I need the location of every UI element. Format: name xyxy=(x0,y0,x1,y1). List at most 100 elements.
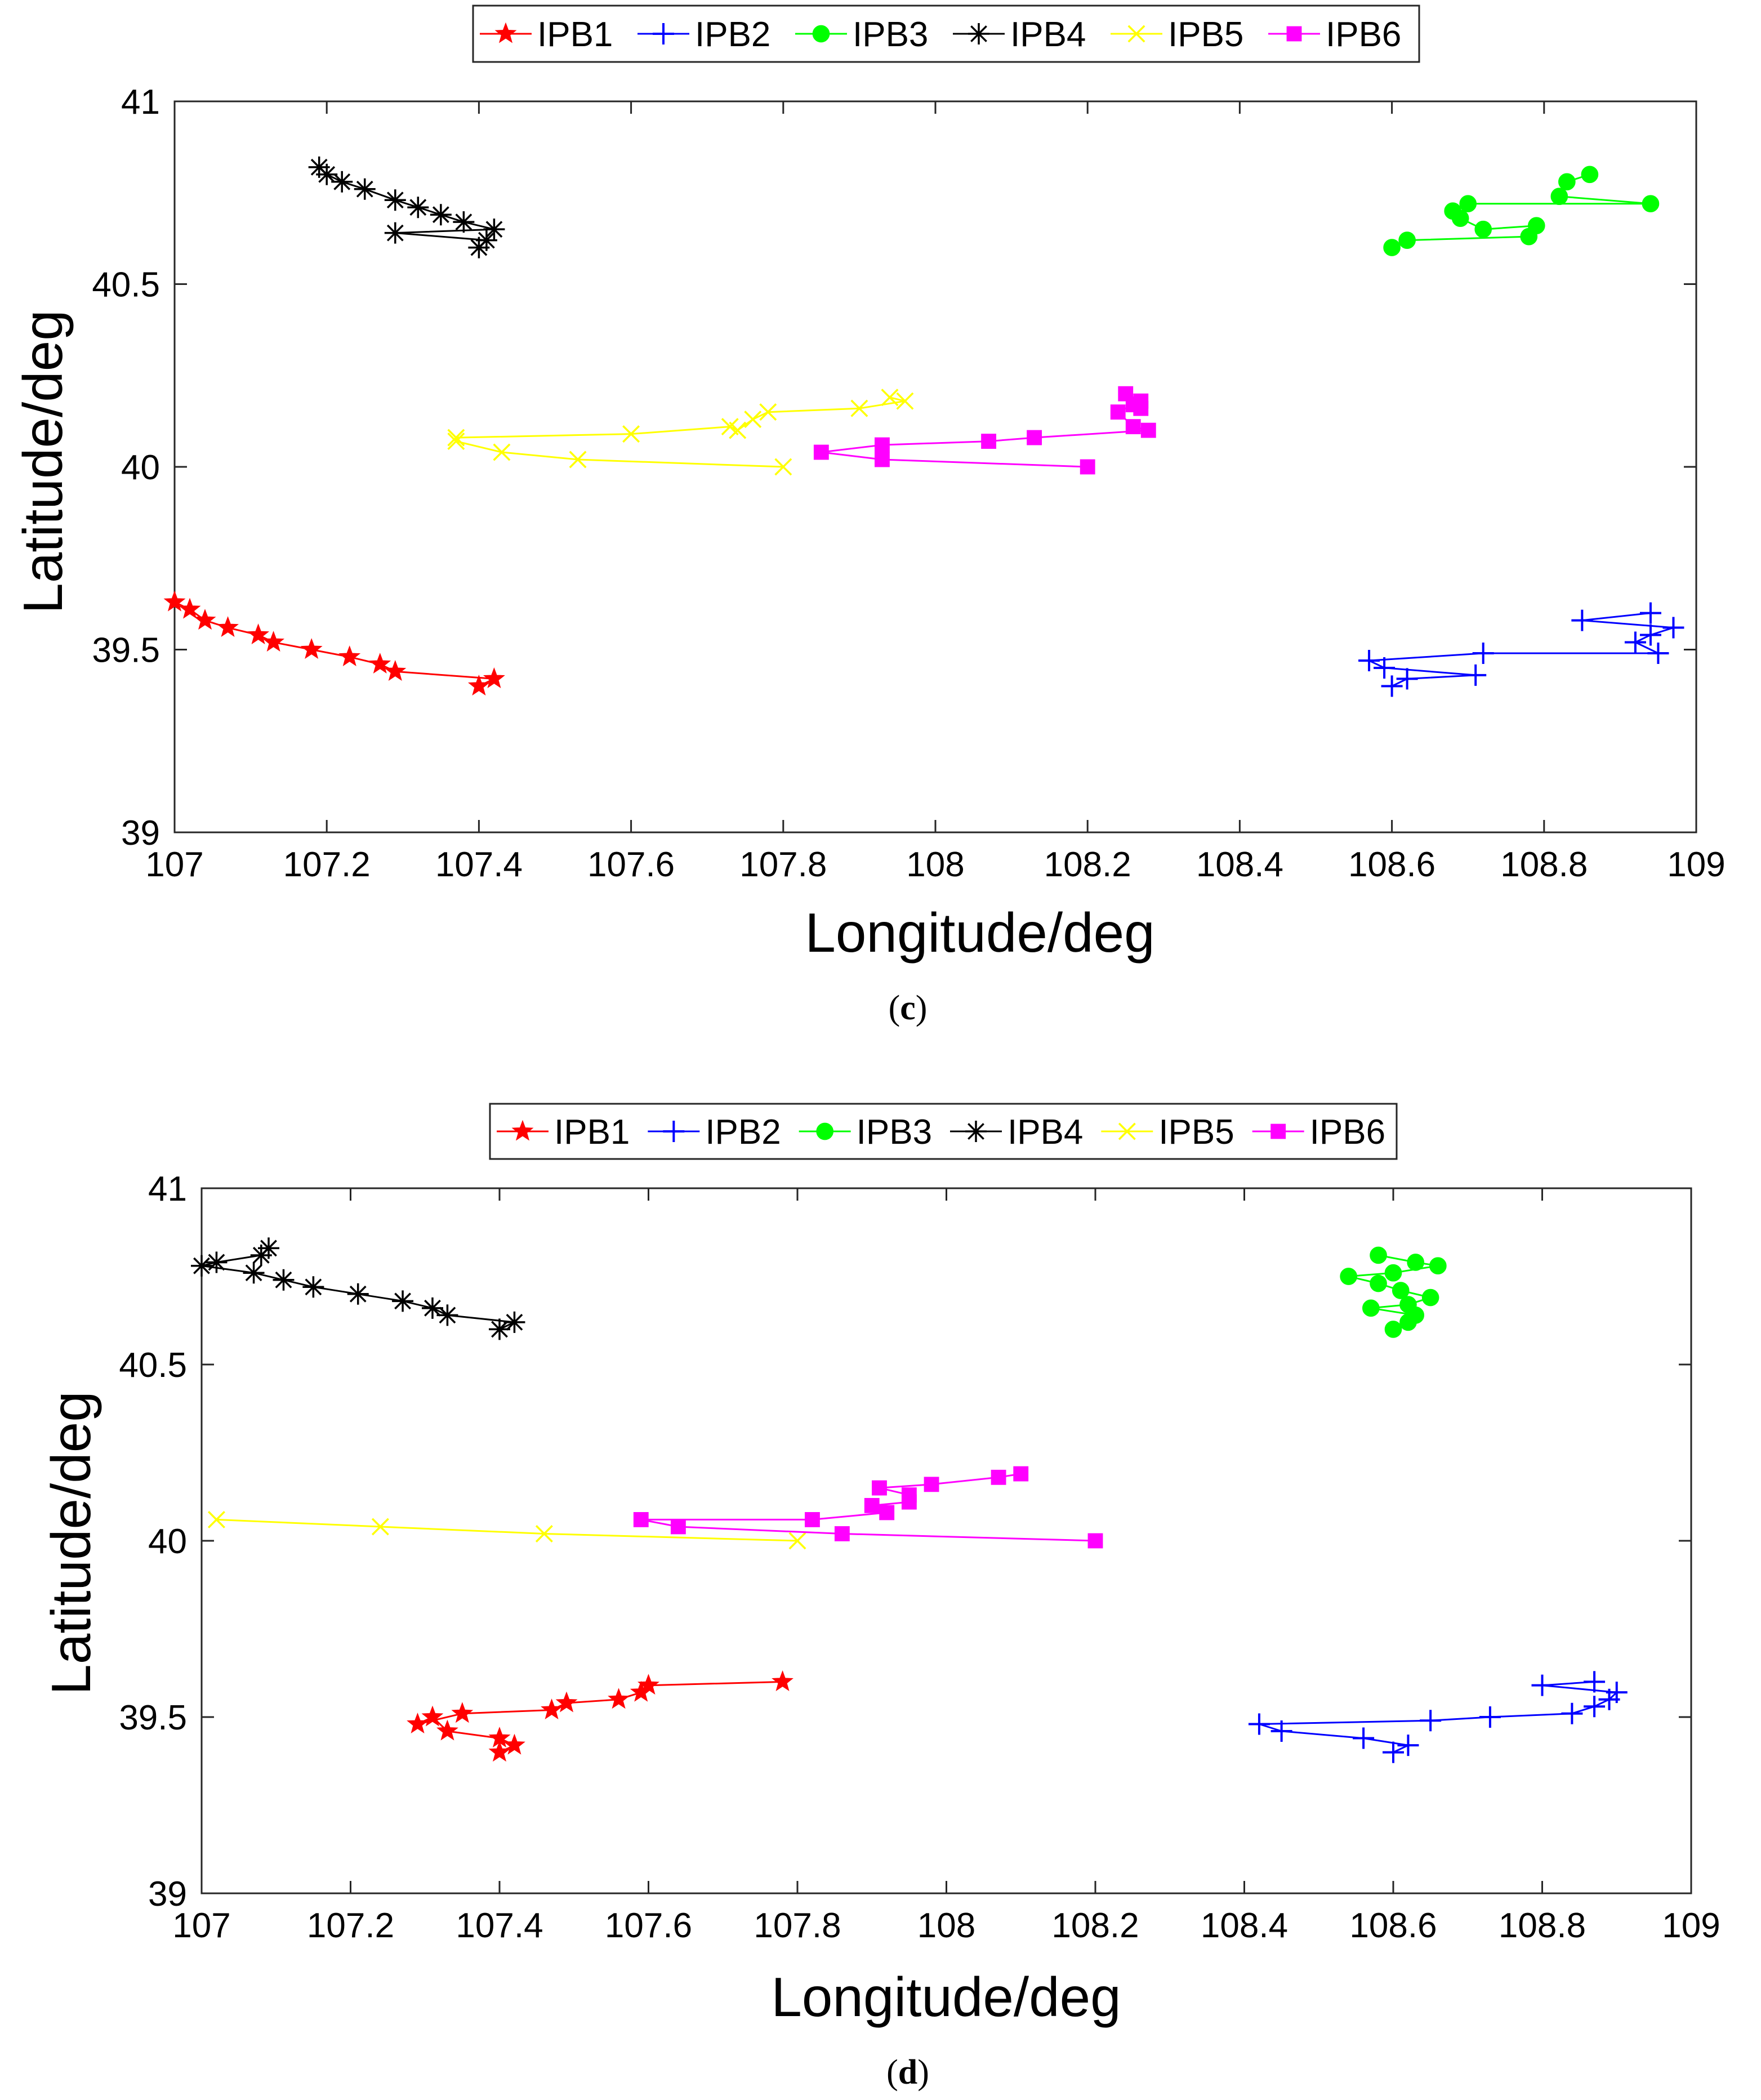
data-point-ipb5 xyxy=(729,421,747,439)
data-point-ipb2 xyxy=(1561,1702,1583,1724)
data-point-ipb4 xyxy=(430,204,452,226)
data-point-ipb2 xyxy=(1647,642,1669,664)
data-point-ipb5 xyxy=(207,1510,225,1528)
data-point-ipb1 xyxy=(407,1713,429,1734)
panel-d: IPB1 IPB2 IPB3 IPB4 IPB5 IPB6 107 107.2 107.4 10… xyxy=(40,1103,1720,2092)
data-point-ipb1 xyxy=(488,1741,511,1762)
data-point-ipb5 xyxy=(744,411,762,429)
data-point-ipb2 xyxy=(1531,1674,1553,1696)
data-point-ipb4 xyxy=(354,178,376,200)
data-point-ipb3 xyxy=(1392,1282,1410,1299)
data-point-ipb3 xyxy=(1384,1264,1402,1282)
data-point-ipb6 xyxy=(875,437,890,453)
x-tick-label: 108.8 xyxy=(1499,1906,1586,1945)
data-point-ipb6 xyxy=(1125,419,1141,435)
legend-label-ipb2: IPB2 xyxy=(705,1113,781,1152)
data-point-ipb1 xyxy=(179,598,201,619)
data-point-ipb6 xyxy=(1118,386,1134,402)
x-axis-label-c: Longitude/deg xyxy=(805,902,1154,964)
legend-label-ipb5: IPB5 xyxy=(1158,1113,1234,1152)
legend-d: IPB1 IPB2 IPB3 IPB4 IPB5 IPB6 xyxy=(489,1103,1398,1160)
data-point-ipb4 xyxy=(258,1237,280,1259)
series-ipb2 xyxy=(1248,1671,1628,1763)
x-tick-label: 108.8 xyxy=(1500,845,1588,884)
y-tick-label: 39.5 xyxy=(92,631,160,670)
data-point-ipb1 xyxy=(384,659,407,681)
data-point-ipb3 xyxy=(1407,1254,1424,1271)
legend-marker-ipb2 xyxy=(663,1121,685,1142)
data-point-ipb5 xyxy=(850,399,868,417)
y-tick-label: 39 xyxy=(148,1875,187,1914)
data-point-ipb5 xyxy=(569,451,587,469)
data-point-ipb3 xyxy=(1459,195,1477,213)
data-point-ipb4 xyxy=(191,1255,212,1277)
data-point-ipb6 xyxy=(991,1469,1006,1485)
legend-label-ipb6: IPB6 xyxy=(1326,15,1401,54)
data-point-ipb4 xyxy=(331,171,353,193)
data-point-ipb4 xyxy=(407,197,429,219)
legend-marker-ipb5 xyxy=(1127,25,1145,43)
legend-entry-ipb5: IPB5 xyxy=(1101,1113,1234,1152)
data-point-ipb1 xyxy=(300,638,323,659)
data-point-ipb2 xyxy=(1584,1696,1606,1718)
data-point-ipb2 xyxy=(1420,1710,1442,1732)
data-point-ipb5 xyxy=(371,1518,389,1536)
data-point-ipb3 xyxy=(1362,1299,1380,1317)
data-point-ipb3 xyxy=(1421,1288,1439,1307)
data-point-ipb1 xyxy=(247,623,270,645)
data-point-ipb2 xyxy=(1639,624,1661,646)
y-tick-label: 41 xyxy=(121,83,160,122)
x-tick-label: 108.2 xyxy=(1044,845,1131,884)
data-point-ipb3 xyxy=(1429,1257,1447,1275)
legend-entry-ipb2: IPB2 xyxy=(648,1113,781,1152)
x-tick-label: 107.8 xyxy=(739,845,827,884)
x-tick-label: 107 xyxy=(172,1906,230,1945)
legend-marker-ipb6 xyxy=(1270,1123,1286,1139)
data-point-ipb2 xyxy=(1383,1741,1404,1763)
legend-entry-ipb1: IPB1 xyxy=(480,15,613,54)
data-point-ipb3 xyxy=(1383,239,1401,256)
legend-entry-ipb3: IPB3 xyxy=(795,15,928,54)
data-point-ipb2 xyxy=(1571,609,1593,631)
data-point-ipb6 xyxy=(1110,404,1126,420)
series-ipb3 xyxy=(1383,166,1660,256)
x-tick-label: 108.6 xyxy=(1349,1906,1437,1945)
x-tick-label: 107.4 xyxy=(435,845,523,884)
data-point-ipb4 xyxy=(489,1318,510,1340)
data-point-ipb5 xyxy=(788,1532,806,1550)
data-point-ipb2 xyxy=(1624,631,1646,653)
y-tick-label: 39.5 xyxy=(119,1698,187,1737)
legend-label-ipb5: IPB5 xyxy=(1168,15,1243,54)
data-point-ipb6 xyxy=(1027,430,1042,445)
data-point-ipb1 xyxy=(436,1719,458,1741)
data-point-ipb1 xyxy=(163,590,186,612)
legend-marker-ipb6 xyxy=(1286,26,1302,42)
data-point-ipb5 xyxy=(896,392,914,410)
data-point-ipb5 xyxy=(493,443,511,461)
data-point-ipb1 xyxy=(637,1674,659,1695)
y-tick-label: 40.5 xyxy=(119,1346,187,1385)
data-point-ipb3 xyxy=(1474,220,1492,238)
series-ipb1 xyxy=(407,1670,793,1762)
series-ipb3 xyxy=(1340,1246,1447,1338)
legend-box xyxy=(489,1103,1398,1160)
x-axis-label-d: Longitude/deg xyxy=(771,1966,1121,2028)
data-point-ipb4 xyxy=(475,229,497,251)
data-point-ipb3 xyxy=(1558,173,1576,191)
data-point-ipb3 xyxy=(1370,1246,1387,1264)
data-point-ipb3 xyxy=(1398,231,1416,249)
data-point-ipb1 xyxy=(194,609,216,630)
x-tick-label: 107.6 xyxy=(587,845,675,884)
x-tick-label: 108 xyxy=(906,845,964,884)
y-tick-label: 39 xyxy=(121,814,160,853)
series-ipb6 xyxy=(813,386,1156,475)
series-group-d xyxy=(191,1237,1628,1763)
legend-label-ipb4: IPB4 xyxy=(1010,15,1086,54)
data-point-ipb4 xyxy=(384,189,406,211)
x-tick-label: 108.6 xyxy=(1348,845,1435,884)
legend-marker-ipb2 xyxy=(653,23,674,44)
data-point-ipb6 xyxy=(633,1512,649,1527)
legend-marker-ipb4 xyxy=(965,1121,987,1142)
data-point-ipb4 xyxy=(503,1311,525,1333)
